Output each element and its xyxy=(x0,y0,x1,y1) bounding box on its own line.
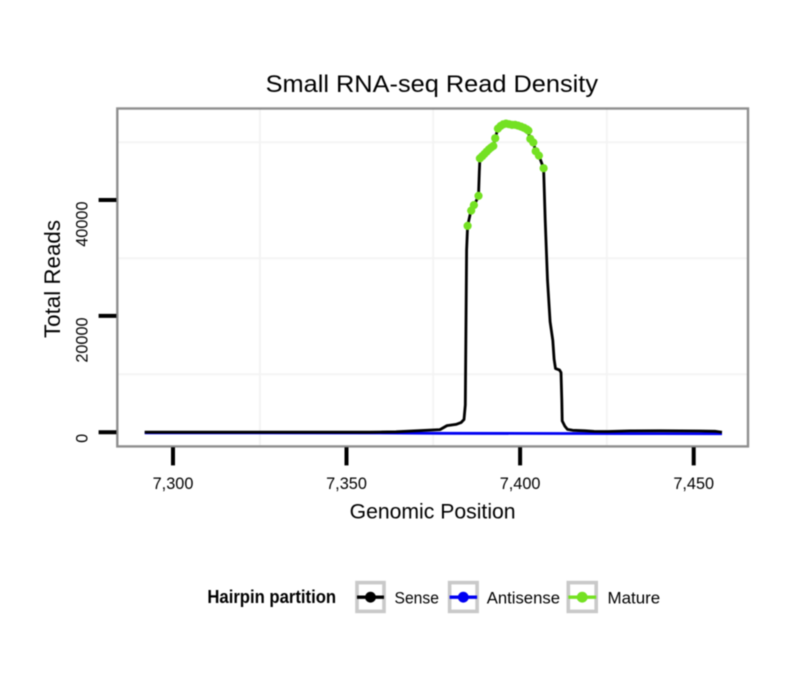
svg-text:20000: 20000 xyxy=(74,317,92,362)
svg-text:Hairpin partition: Hairpin partition xyxy=(207,587,336,607)
svg-text:Genomic Position: Genomic Position xyxy=(350,500,516,524)
svg-text:Small RNA-seq Read Density: Small RNA-seq Read Density xyxy=(266,71,598,98)
svg-text:Sense: Sense xyxy=(395,588,439,607)
svg-text:7,300: 7,300 xyxy=(153,475,194,493)
svg-text:Antisense: Antisense xyxy=(487,588,560,607)
svg-text:7,400: 7,400 xyxy=(500,475,541,493)
svg-text:40000: 40000 xyxy=(74,202,92,247)
svg-text:7,450: 7,450 xyxy=(673,475,714,493)
svg-text:Total Reads: Total Reads xyxy=(40,220,65,338)
svg-text:Mature: Mature xyxy=(608,588,661,607)
svg-text:7,350: 7,350 xyxy=(326,475,367,493)
svg-text:0: 0 xyxy=(74,434,92,443)
